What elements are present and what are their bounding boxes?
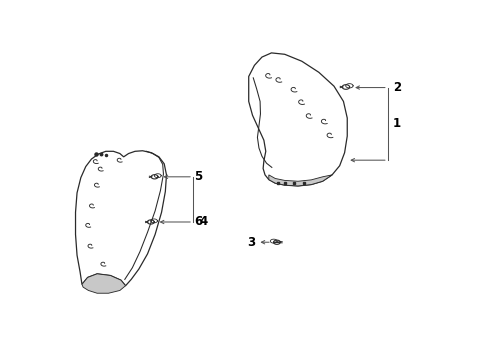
Polygon shape [248,53,346,186]
Polygon shape [82,274,125,293]
Text: 1: 1 [392,117,400,130]
Text: 6: 6 [194,216,203,229]
Text: 5: 5 [194,170,203,183]
Text: 4: 4 [199,216,207,229]
Polygon shape [75,151,166,286]
Text: 2: 2 [392,81,400,94]
Polygon shape [268,175,331,186]
Text: 3: 3 [247,236,255,249]
